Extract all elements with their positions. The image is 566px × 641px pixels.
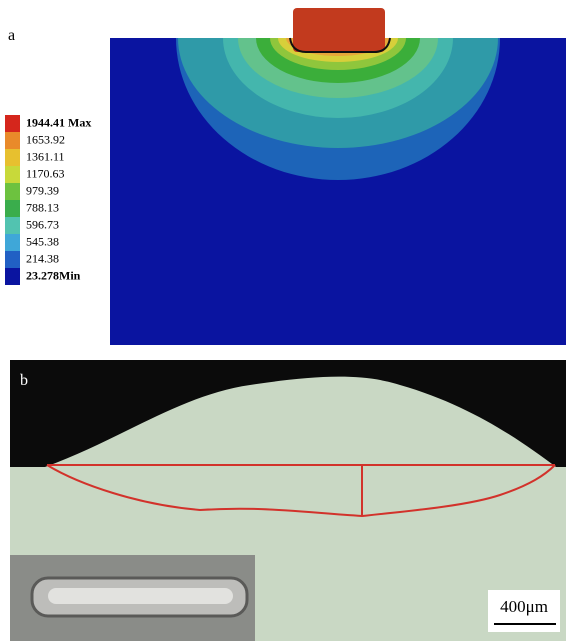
panel-label: b <box>20 372 28 389</box>
legend-label: 214.38 <box>26 251 59 265</box>
legend-label: 1361.11 <box>26 149 65 163</box>
scale-bar: 400μm <box>488 590 560 632</box>
legend-label: 1170.63 <box>26 166 65 180</box>
panel-label: a <box>8 27 15 44</box>
micrograph <box>10 360 566 641</box>
legend-label: 979.39 <box>26 183 59 197</box>
legend-label: 1944.41 Max <box>26 115 91 129</box>
legend-label: 23.278Min <box>26 268 81 282</box>
legend <box>5 115 20 285</box>
legend-label: 596.73 <box>26 217 59 231</box>
legend-label: 788.13 <box>26 200 59 214</box>
scale-label: 400μm <box>500 597 548 616</box>
figure: a 1944.41 Max 1653.92 1361.11 1170.63 979.39… <box>0 0 566 641</box>
legend-label: 545.38 <box>26 234 59 248</box>
simulation <box>110 0 566 345</box>
legend-label: 1653.92 <box>26 132 65 146</box>
